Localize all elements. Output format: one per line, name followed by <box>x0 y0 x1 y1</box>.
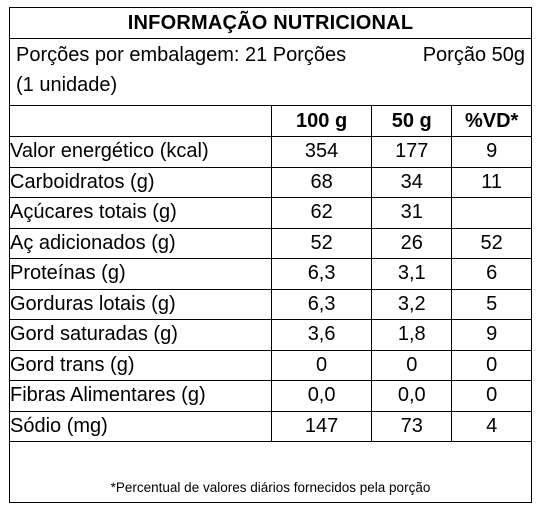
nutrient-name: Açúcares totais (g) <box>10 197 272 229</box>
value-vd: 4 <box>451 410 531 442</box>
value-per-50g: 3,1 <box>371 258 453 290</box>
value-per-50g: 177 <box>371 136 453 168</box>
table-row: Valor energético (kcal) 354 177 9 <box>10 136 531 168</box>
value-per-100g: 6,3 <box>270 288 373 320</box>
header-label <box>10 106 272 137</box>
value-per-100g: 147 <box>270 410 373 442</box>
value-per-50g: 0 <box>371 349 453 381</box>
value-per-100g: 0,0 <box>270 380 373 412</box>
table-header-row: 100 g 50 g %VD* <box>10 106 531 137</box>
nutrition-rows: Valor energético (kcal) 354 177 9 Carboi… <box>10 136 531 442</box>
portion-info: Porções por embalagem: 21 Porções Porção… <box>10 39 531 106</box>
value-per-50g: 31 <box>371 197 453 229</box>
value-vd: 52 <box>451 227 531 259</box>
value-vd: 9 <box>451 136 531 168</box>
table-row: Gorduras lotais (g) 6,3 3,2 5 <box>10 288 531 320</box>
nutrient-name: Gord trans (g) <box>10 349 272 381</box>
value-vd: 9 <box>451 319 531 351</box>
table-row: Fibras Alimentares (g) 0,0 0,0 0 <box>10 380 531 412</box>
value-per-100g: 52 <box>270 227 373 259</box>
portions-per-package: Porções por embalagem: 21 Porções <box>16 44 347 66</box>
portion-line: Porções por embalagem: 21 Porções Porção… <box>16 44 525 67</box>
header-per-100g: 100 g <box>270 106 373 137</box>
value-per-100g: 354 <box>270 136 373 168</box>
value-vd: 0 <box>451 349 531 381</box>
nutrient-name: Carboidratos (g) <box>10 166 272 198</box>
nutrient-name: Valor energético (kcal) <box>10 136 272 168</box>
value-vd: 11 <box>451 166 531 198</box>
nutrition-facts-panel: INFORMAÇÃO NUTRICIONAL Porções por embal… <box>9 7 532 503</box>
footnote: *Percentual de valores diários fornecido… <box>110 479 431 495</box>
value-per-100g: 62 <box>270 197 373 229</box>
table-row: Açúcares totais (g) 62 31 <box>10 197 531 229</box>
value-vd: 6 <box>451 258 531 290</box>
nutrient-name: Proteínas (g) <box>10 258 272 290</box>
nutrient-name: Gorduras lotais (g) <box>10 288 272 320</box>
table-row: Gord saturadas (g) 3,6 1,8 9 <box>10 319 531 351</box>
value-per-100g: 3,6 <box>270 319 373 351</box>
value-per-50g: 1,8 <box>371 319 453 351</box>
value-per-50g: 34 <box>371 166 453 198</box>
nutrition-title: INFORMAÇÃO NUTRICIONAL <box>10 8 531 39</box>
nutrient-name: Gord saturadas (g) <box>10 319 272 351</box>
value-per-100g: 0 <box>270 349 373 381</box>
value-vd: 0 <box>451 380 531 412</box>
header-vd: %VD* <box>451 106 531 137</box>
value-per-100g: 6,3 <box>270 258 373 290</box>
value-per-50g: 73 <box>371 410 453 442</box>
value-per-100g: 68 <box>270 166 373 198</box>
value-per-50g: 26 <box>371 227 453 259</box>
portion-unit: (1 unidade) <box>16 74 118 96</box>
portion-size: Porção 50g <box>422 44 525 66</box>
nutrition-table: 100 g 50 g %VD* Valor energético (kcal) … <box>10 106 531 442</box>
header-per-50g: 50 g <box>371 106 453 137</box>
nutrient-name: Aç adicionados (g) <box>10 227 272 259</box>
value-vd <box>451 197 531 229</box>
nutrient-name: Fibras Alimentares (g) <box>10 380 272 412</box>
table-row: Gord trans (g) 0 0 0 <box>10 349 531 381</box>
value-per-50g: 3,2 <box>371 288 453 320</box>
table-row: Carboidratos (g) 68 34 11 <box>10 166 531 198</box>
table-row: Aç adicionados (g) 52 26 52 <box>10 227 531 259</box>
nutrient-name: Sódio (mg) <box>10 410 272 442</box>
value-vd: 5 <box>451 288 531 320</box>
table-row: Sódio (mg) 147 73 4 <box>10 410 531 442</box>
value-per-50g: 0,0 <box>371 380 453 412</box>
table-row: Proteínas (g) 6,3 3,1 6 <box>10 258 531 290</box>
